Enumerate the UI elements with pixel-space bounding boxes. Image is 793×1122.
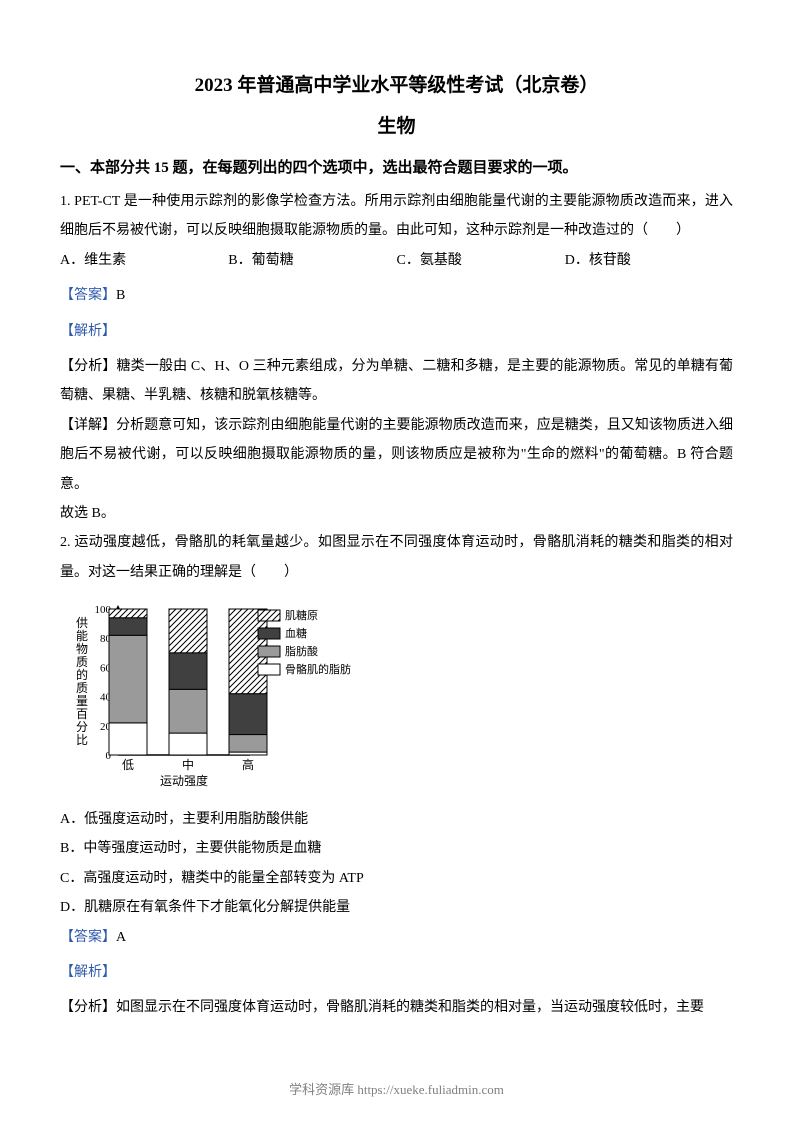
svg-text:量: 量 (76, 694, 88, 708)
chart-container: 020406080100供能物质的质量百分比低中高运动强度肌糖原血糖脂肪酸骨骼肌… (70, 601, 733, 791)
fenxi-label: 【分析】 (60, 1000, 116, 1015)
svg-text:的: 的 (76, 667, 88, 682)
q2-option-d: D．肌糖原在有氧条件下才能氧化分解提供能量 (60, 893, 733, 922)
svg-text:质: 质 (76, 681, 88, 695)
q2-option-a: A．低强度运动时，主要利用脂肪酸供能 (60, 805, 733, 834)
q1-option-c: C．氨基酸 (397, 246, 565, 275)
svg-text:骨骼肌的脂肪: 骨骼肌的脂肪 (285, 662, 351, 676)
q2-text: 2. 运动强度越低，骨骼肌的耗氧量越少。如图显示在不同强度体育运动时，骨骼肌消耗… (60, 528, 733, 587)
answer-label: 【答案】 (60, 288, 116, 303)
svg-text:分: 分 (76, 720, 88, 734)
q2-option-b: B．中等强度运动时，主要供能物质是血糖 (60, 834, 733, 863)
section-header: 一、本部分共 15 题，在每题列出的四个选项中，选出最符合题目要求的一项。 (60, 156, 733, 177)
jiexi-label: 【解析】 (60, 965, 116, 980)
q1-option-b: B．葡萄糖 (228, 246, 396, 275)
q2-jiexi: 【解析】 (60, 958, 733, 987)
q1-xiangjie-text: 分析题意可知，该示踪剂由细胞能量代谢的主要能源物质改造而来，应是糖类，且又知该物… (60, 418, 733, 492)
svg-text:血糖: 血糖 (285, 626, 307, 640)
answer-label: 【答案】 (60, 930, 116, 945)
q1-answer-value: B (116, 288, 125, 303)
svg-text:能: 能 (76, 629, 88, 643)
svg-text:运动强度: 运动强度 (160, 773, 208, 788)
q1-conclusion: 故选 B。 (60, 499, 733, 528)
svg-text:中: 中 (182, 757, 194, 772)
q1-options: A．维生素 B．葡萄糖 C．氨基酸 D．核苷酸 (60, 246, 733, 275)
jiexi-label: 【解析】 (60, 324, 116, 339)
svg-text:脂肪酸: 脂肪酸 (285, 644, 318, 658)
svg-text:供: 供 (76, 616, 88, 630)
svg-text:百: 百 (76, 707, 88, 721)
xiangjie-label: 【详解】 (60, 418, 116, 433)
svg-text:低: 低 (122, 758, 134, 772)
q2-option-c: C．高强度运动时，糖类中的能量全部转变为 ATP (60, 864, 733, 893)
q1-answer: 【答案】B (60, 281, 733, 310)
q2-fenxi-text: 如图显示在不同强度体育运动时，骨骼肌消耗的糖类和脂类的相对量，当运动强度较低时，… (116, 1000, 704, 1015)
svg-text:质: 质 (76, 655, 88, 669)
stacked-bar-chart: 020406080100供能物质的质量百分比低中高运动强度肌糖原血糖脂肪酸骨骼肌… (70, 601, 360, 791)
svg-text:肌糖原: 肌糖原 (285, 608, 318, 622)
q1-option-a: A．维生素 (60, 246, 228, 275)
q1-xiangjie: 【详解】分析题意可知，该示踪剂由细胞能量代谢的主要能源物质改造而来，应是糖类，且… (60, 411, 733, 499)
q2-answer-value: A (116, 930, 126, 945)
page-title: 2023 年普通高中学业水平等级性考试（北京卷） (60, 70, 733, 97)
footer: 学科资源库 https://xueke.fuliadmin.com (0, 1079, 793, 1098)
q2-fenxi: 【分析】如图显示在不同强度体育运动时，骨骼肌消耗的糖类和脂类的相对量，当运动强度… (60, 993, 733, 1022)
svg-text:物: 物 (76, 642, 88, 656)
page-subtitle: 生物 (60, 111, 733, 138)
fenxi-label: 【分析】 (60, 359, 117, 374)
svg-text:比: 比 (76, 733, 88, 747)
q1-jiexi: 【解析】 (60, 317, 733, 346)
q1-option-d: D．核苷酸 (565, 246, 733, 275)
q1-fenxi-text: 糖类一般由 C、H、O 三种元素组成，分为单糖、二糖和多糖，是主要的能源物质。常… (60, 359, 733, 403)
q1-text: 1. PET-CT 是一种使用示踪剂的影像学检查方法。所用示踪剂由细胞能量代谢的… (60, 187, 733, 246)
svg-text:高: 高 (242, 757, 254, 772)
q1-fenxi: 【分析】糖类一般由 C、H、O 三种元素组成，分为单糖、二糖和多糖，是主要的能源… (60, 352, 733, 411)
q2-answer: 【答案】A (60, 923, 733, 952)
